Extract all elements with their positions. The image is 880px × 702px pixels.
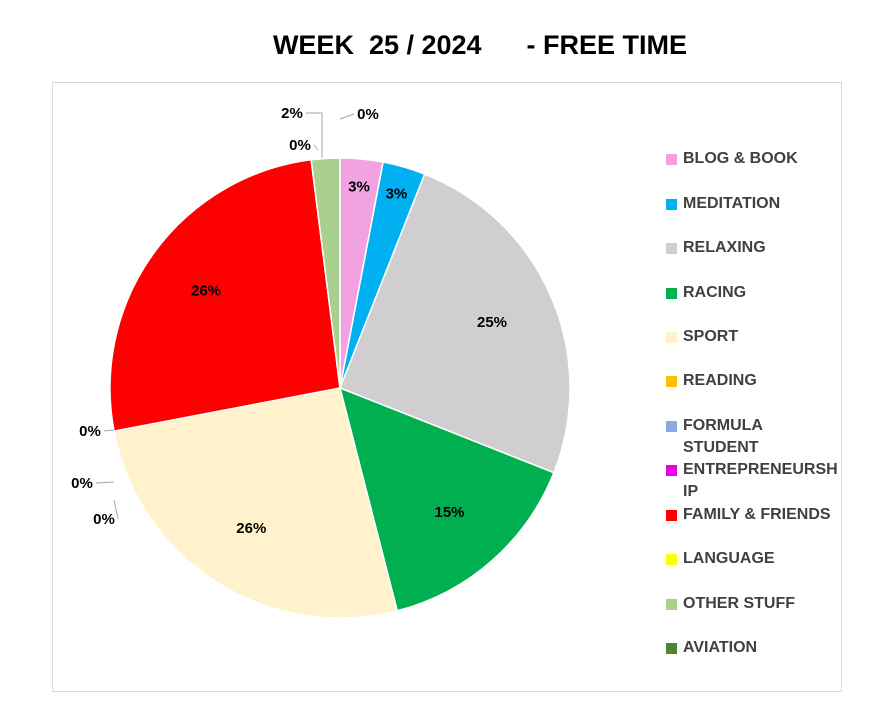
leader-line-reading — [103, 429, 115, 432]
legend-swatch-relaxing — [666, 243, 677, 254]
data-label-relaxing: 25% — [477, 314, 507, 331]
data-label-reading: 0% — [79, 423, 101, 440]
data-label-family-and-friends: 26% — [191, 283, 221, 300]
legend-swatch-sport — [666, 332, 677, 343]
plot-area — [52, 82, 842, 692]
legend-label-other-stuff: OTHER STUFF — [683, 595, 795, 612]
pie-slice-racing — [338, 386, 555, 612]
legend-label-relaxing: RELAXING — [683, 239, 766, 256]
leader-line-entrepreneurship — [113, 499, 119, 520]
legend-swatch-blog-and-book — [666, 154, 677, 165]
legend-label-language: LANGUAGE — [683, 550, 775, 567]
pie-slice-other-stuff — [310, 157, 341, 389]
legend-swatch-racing — [666, 288, 677, 299]
legend-label-reading: READING — [683, 372, 757, 389]
data-label-racing: 15% — [434, 504, 464, 521]
chart-title: WEEK 25 / 2024 - FREE TIME — [272, 30, 688, 60]
legend-swatch-language — [666, 554, 677, 565]
data-label-blog-and-book: 3% — [348, 179, 370, 196]
data-label-aviation: 0% — [357, 106, 379, 123]
leader-line-other-stuff — [306, 112, 323, 158]
legend-swatch-meditation — [666, 199, 677, 210]
leader-line-aviation — [339, 113, 355, 120]
legend-label-blog-and-book: BLOG & BOOK — [683, 150, 798, 167]
data-label-entrepreneurship: 0% — [93, 511, 115, 528]
leader-line-language — [313, 144, 319, 151]
pie-slice-relaxing — [339, 173, 571, 474]
legend-swatch-family-and-friends — [666, 510, 677, 521]
pie-slice-family-and-friends — [109, 158, 341, 432]
legend-label-entrepreneurship: ENTREPRENEURSHIP — [683, 461, 838, 500]
legend-swatch-formula-student — [666, 421, 677, 432]
data-label-other-stuff: 2% — [281, 105, 303, 122]
legend-label-formula-student: FORMULA STUDENT — [683, 417, 763, 456]
data-label-meditation: 3% — [386, 186, 408, 203]
legend-label-meditation: MEDITATION — [683, 195, 781, 212]
legend-swatch-aviation — [666, 643, 677, 654]
legend-swatch-entrepreneurship — [666, 465, 677, 476]
legend-label-sport: SPORT — [683, 328, 739, 345]
pie-slice-sport — [113, 387, 399, 619]
data-label-language: 0% — [289, 137, 311, 154]
leader-line-formula-student — [95, 481, 115, 484]
legend-label-family-and-friends: FAMILY & FRIENDS — [683, 506, 831, 523]
legend-label-aviation: AVIATION — [683, 639, 758, 656]
data-label-formula-student: 0% — [71, 475, 93, 492]
data-label-sport: 26% — [236, 520, 266, 537]
legend-swatch-other-stuff — [666, 599, 677, 610]
legend-swatch-reading — [666, 376, 677, 387]
legend-label-racing: RACING — [683, 284, 747, 301]
